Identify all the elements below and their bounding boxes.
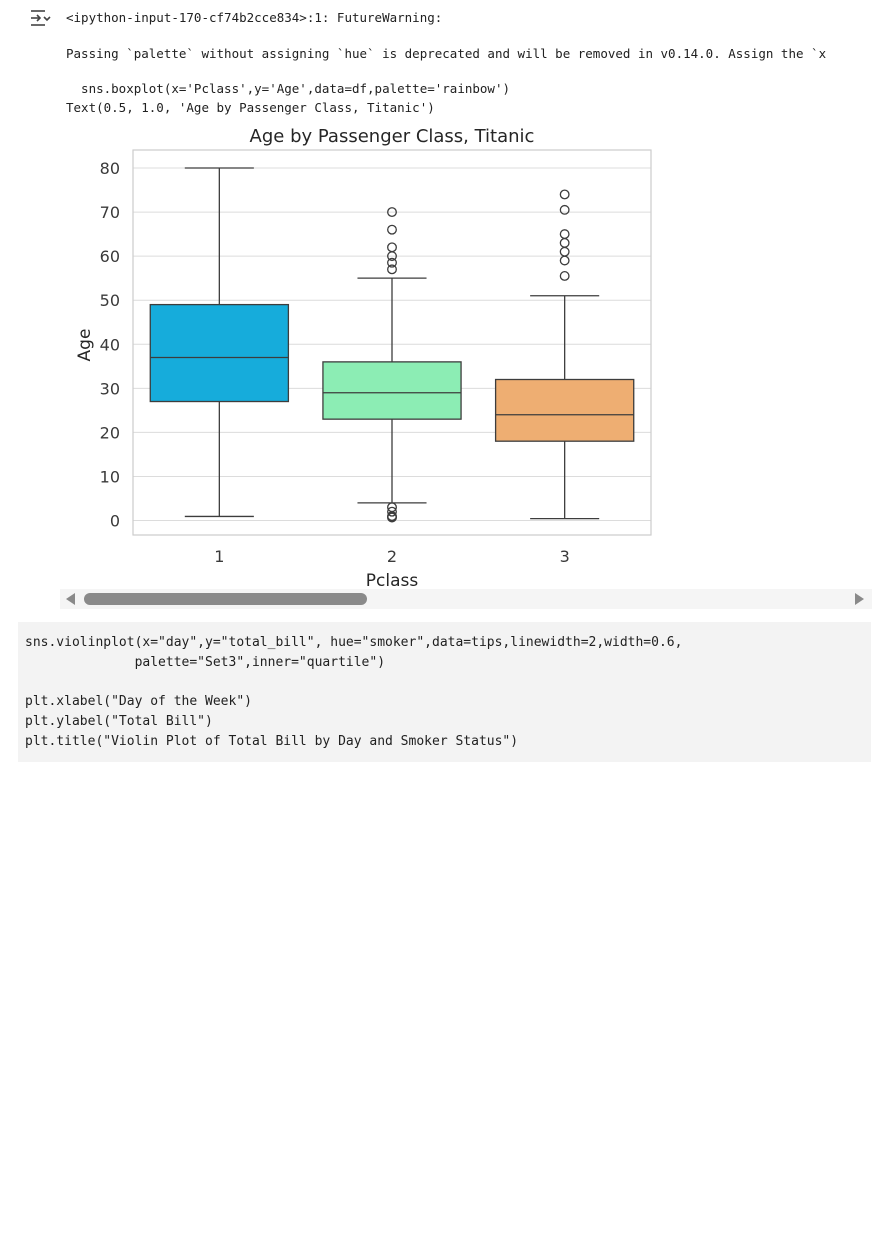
outlier-point [559, 246, 570, 257]
y-tick-label: 20 [100, 423, 120, 442]
plot-frame [132, 149, 652, 536]
iqr-box [322, 361, 462, 420]
cell-output: <ipython-input-170-cf74b2cce834>:1: Futu… [0, 0, 874, 612]
y-tick-label: 70 [100, 203, 120, 222]
code-echo: sns.boxplot(x='Pclass',y='Age',data=df,p… [66, 81, 511, 96]
x-tick-label: 2 [387, 547, 397, 566]
box-1 [149, 167, 290, 518]
box-3 [494, 189, 635, 520]
box-series [149, 167, 635, 523]
code-line[interactable]: sns.violinplot(x="day",y="total_bill", h… [25, 635, 683, 650]
scroll-left-icon[interactable] [66, 593, 75, 605]
y-axis-label: Age [75, 329, 95, 362]
scrollbar-thumb[interactable] [84, 593, 367, 605]
warning-message: Passing `palette` without assigning `hue… [66, 46, 827, 61]
code-cell[interactable]: sns.violinplot(x="day",y="total_bill", h… [18, 622, 871, 762]
scroll-right-icon[interactable] [855, 593, 864, 605]
code-line[interactable]: palette="Set3",inner="quartile") [25, 655, 386, 670]
y-tick-label: 80 [100, 159, 120, 178]
outlier-point [559, 204, 570, 215]
x-axis-label: Pclass [366, 571, 419, 591]
outlier-point [387, 502, 397, 513]
y-tick-label: 0 [110, 512, 120, 531]
output-toggle-icon[interactable] [29, 8, 51, 28]
outlier-point [559, 237, 570, 248]
y-axis-ticks: 0 10 20 30 40 50 60 70 80 [100, 159, 120, 531]
x-tick-label: 3 [560, 547, 570, 566]
outlier-point [387, 207, 397, 218]
iqr-box [149, 303, 290, 403]
outlier-point [559, 229, 570, 240]
box-2 [322, 207, 462, 523]
code-line[interactable]: plt.ylabel("Total Bill") [25, 714, 213, 729]
code-line[interactable]: plt.title("Violin Plot of Total Bill by … [25, 734, 519, 749]
iqr-box [494, 378, 635, 442]
y-tick-label: 10 [100, 467, 120, 486]
outlier-point [387, 506, 397, 517]
outlier-point [387, 264, 397, 275]
outlier-point [559, 255, 570, 266]
y-tick-label: 60 [100, 247, 120, 266]
outlier-point [387, 224, 397, 235]
outlier-point [559, 189, 570, 200]
x-tick-label: 1 [214, 547, 224, 566]
chart-title: Age by Passenger Class, Titanic [250, 126, 535, 147]
y-tick-label: 50 [100, 291, 120, 310]
outlier-point [387, 242, 397, 253]
y-tick-label: 40 [100, 335, 120, 354]
boxplot-chart: Age by Passenger Class, Titanic 0 10 20 30 4… [75, 126, 652, 591]
code-line[interactable]: plt.xlabel("Day of the Week") [25, 694, 252, 709]
y-tick-label: 30 [100, 379, 120, 398]
x-axis-ticks: 1 2 3 [214, 547, 570, 566]
horizontal-scrollbar[interactable] [60, 589, 872, 609]
outlier-point [559, 271, 570, 281]
warning-header: <ipython-input-170-cf74b2cce834>:1: Futu… [66, 10, 443, 25]
text-result: Text(0.5, 1.0, 'Age by Passenger Class, … [66, 100, 435, 115]
outlier-point [387, 257, 397, 268]
